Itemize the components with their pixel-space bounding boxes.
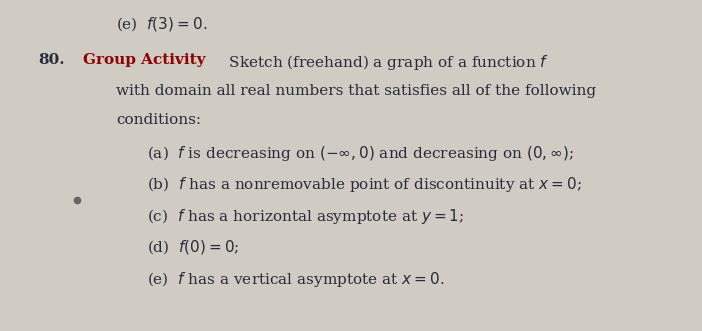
Text: (c)  $f$ has a horizontal asymptote at $y = 1$;: (c) $f$ has a horizontal asymptote at $y… [147,207,465,226]
Text: with domain all real numbers that satisfies all of the following: with domain all real numbers that satisf… [116,84,596,98]
Text: 80.: 80. [39,53,65,67]
Text: (a)  $f$ is decreasing on $(-\infty, 0)$ and decreasing on $(0, \infty)$;: (a) $f$ is decreasing on $(-\infty, 0)$ … [147,144,574,163]
Text: (e)  $f(3) = 0.$: (e) $f(3) = 0.$ [116,15,207,33]
Text: conditions:: conditions: [116,113,201,126]
Text: (d)  $f(0) = 0$;: (d) $f(0) = 0$; [147,238,240,256]
Text: Sketch (freehand) a graph of a function $f$: Sketch (freehand) a graph of a function … [219,53,549,72]
Text: (e)  $f$ has a vertical asymptote at $x = 0$.: (e) $f$ has a vertical asymptote at $x =… [147,270,445,289]
Text: Group Activity: Group Activity [83,53,206,67]
Text: (b)  $f$ has a nonremovable point of discontinuity at $x = 0$;: (b) $f$ has a nonremovable point of disc… [147,175,582,194]
